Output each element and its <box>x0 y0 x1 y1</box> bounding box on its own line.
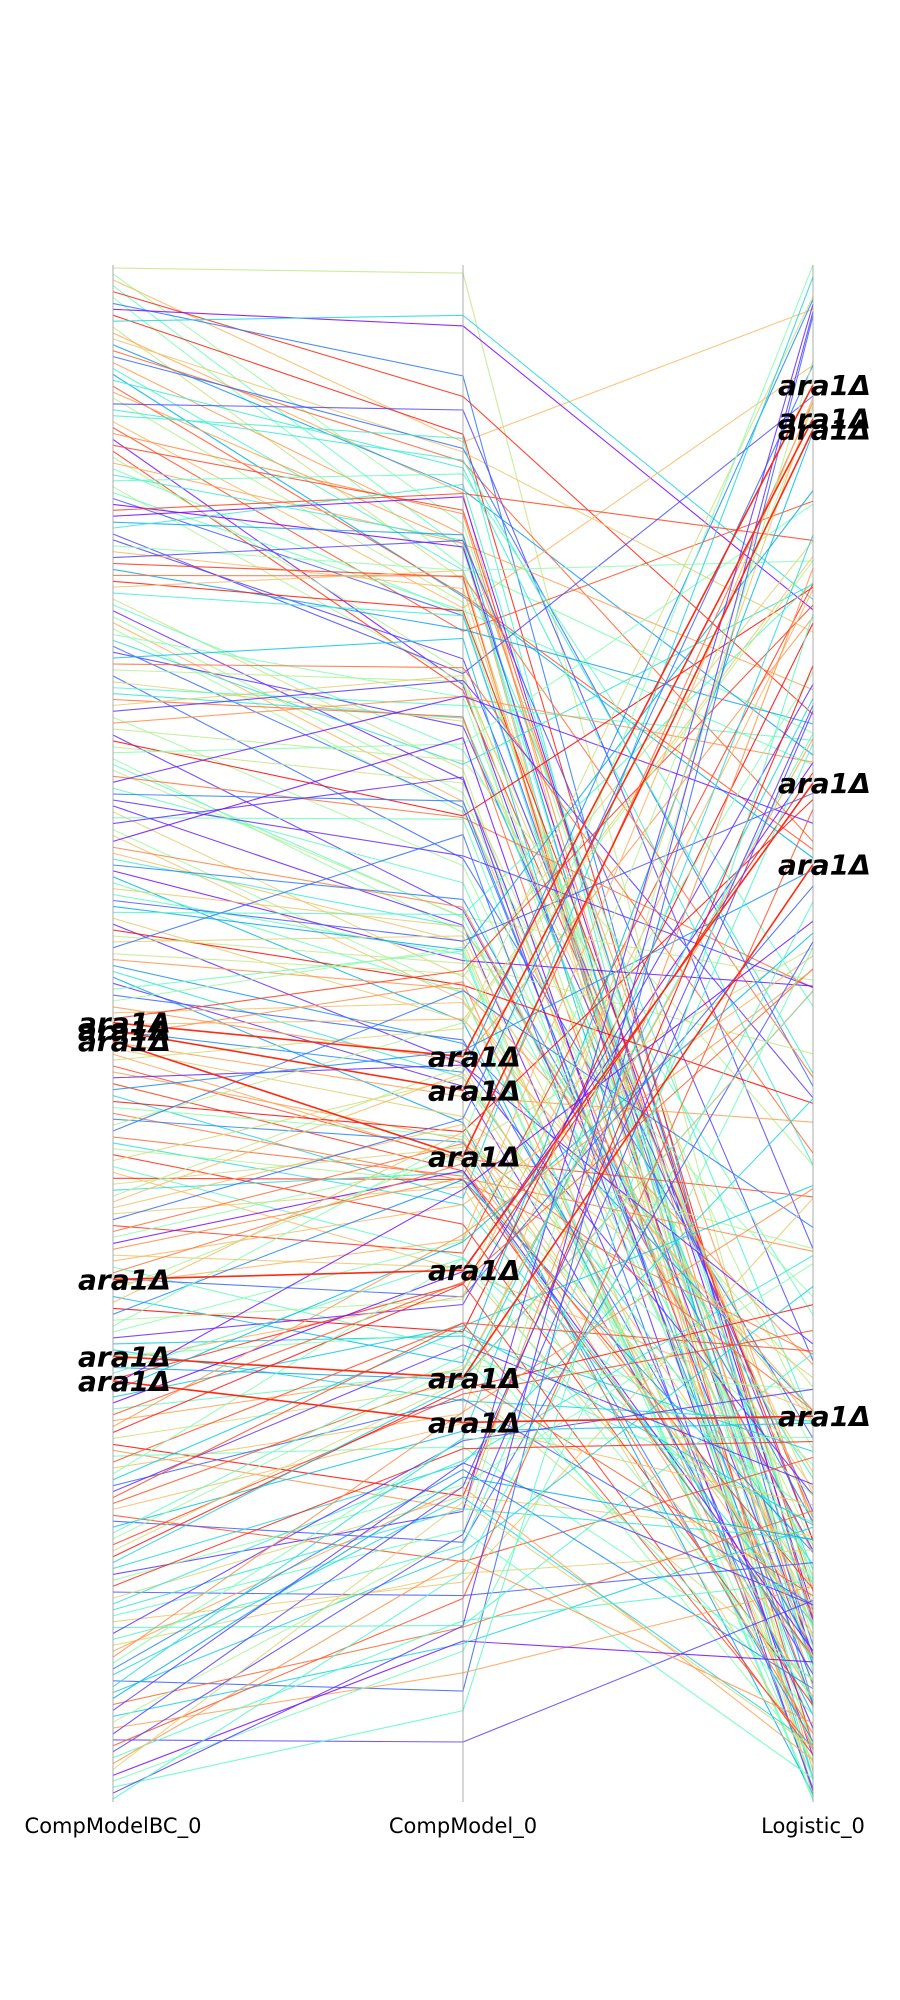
highlight-label: ara1Δ <box>78 1263 171 1296</box>
highlight-labels-group: ara1Δara1Δara1Δara1Δara1Δara1Δara1Δara1Δ… <box>78 369 871 1440</box>
axis-label-logistic_0: Logistic_0 <box>761 1814 865 1839</box>
highlight-label: ara1Δ <box>428 1406 521 1439</box>
highlight-label: ara1Δ <box>778 848 871 881</box>
highlight-label: ara1Δ <box>778 1400 871 1433</box>
highlight-label: ara1Δ <box>428 1254 521 1287</box>
highlight-label: ara1Δ <box>428 1074 521 1107</box>
axis-label-compmodelbc_0: CompModelBC_0 <box>25 1814 202 1839</box>
highlight-label: ara1Δ <box>778 767 871 800</box>
highlight-label: ara1Δ <box>428 1141 521 1174</box>
axis-tick-labels: CompModelBC_0 CompModel_0 Logistic_0 <box>25 1814 865 1839</box>
highlight-label: ara1Δ <box>428 1041 521 1074</box>
axes-group <box>112 265 814 1802</box>
highlight-label: ara1Δ <box>78 1007 171 1040</box>
highlight-label: ara1Δ <box>78 1025 171 1058</box>
highlight-label: ara1Δ <box>778 369 871 402</box>
highlight-label: ara1Δ <box>778 403 871 436</box>
axis-label-compmodel_0: CompModel_0 <box>389 1814 537 1839</box>
highlight-label: ara1Δ <box>778 414 871 447</box>
highlight-label: ara1Δ <box>428 1362 521 1395</box>
highlight-label: ara1Δ <box>78 1014 171 1047</box>
highlight-label: ara1Δ <box>78 1340 171 1373</box>
highlight-label: ara1Δ <box>78 1365 171 1398</box>
